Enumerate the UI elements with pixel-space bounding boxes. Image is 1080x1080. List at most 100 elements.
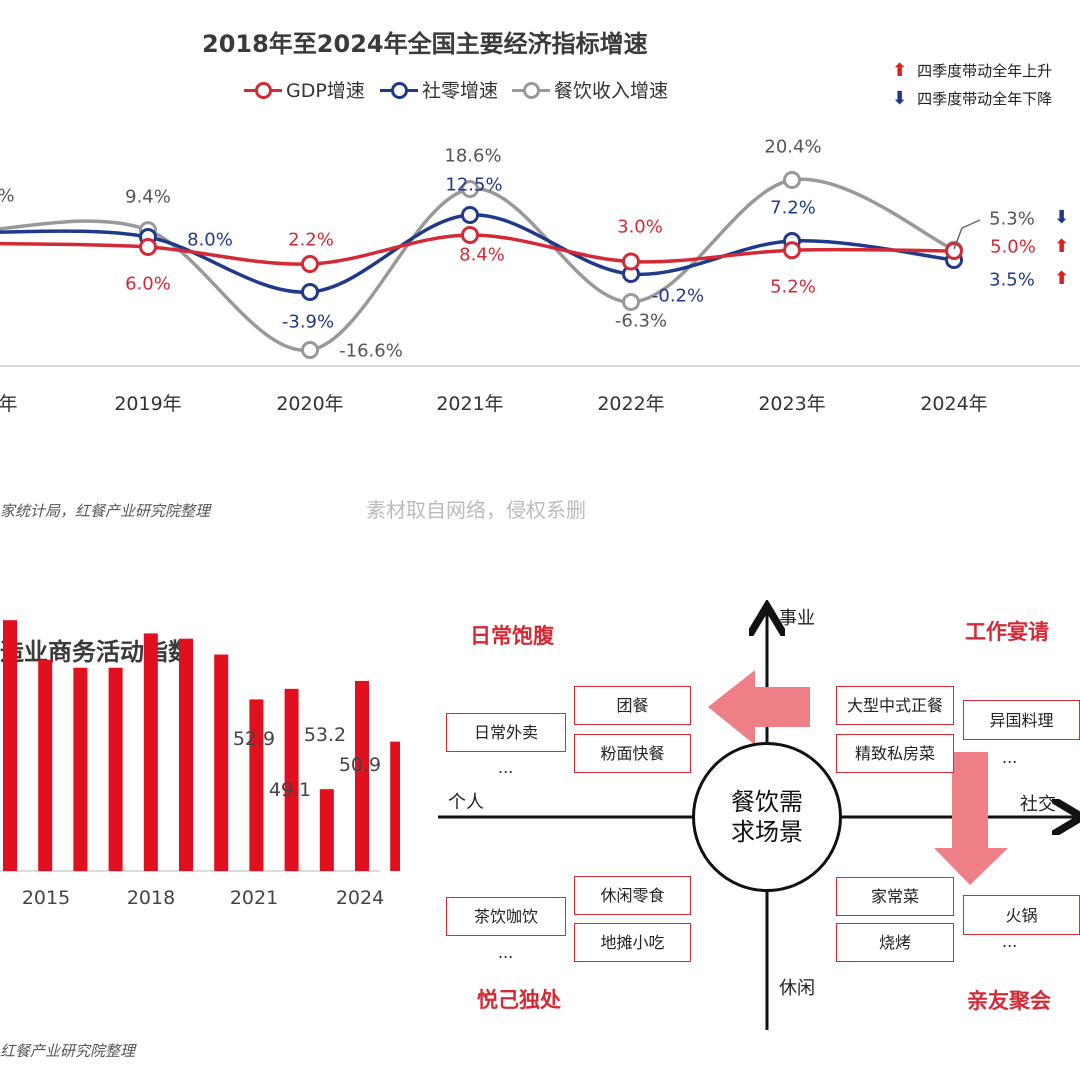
bar-x-label-2024: 2024 xyxy=(335,887,385,909)
quadrant-top-left: 日常饱腹 xyxy=(470,624,554,648)
center-label: 餐饮需求场景 xyxy=(731,788,803,846)
bar-value-2022: 49.1 xyxy=(268,779,312,801)
ellipsis-top-right: ... xyxy=(1002,748,1018,767)
label-retail-2019: 8.0% xyxy=(187,229,233,251)
label-gdp-2022: 3.0% xyxy=(617,216,663,238)
x-label-2022: 2022年 xyxy=(597,393,665,415)
bar-2013 xyxy=(3,620,17,871)
scene-box-bbq: 烧烤 xyxy=(836,923,954,962)
x-label-2018: 年 xyxy=(0,393,18,415)
bar-2018 xyxy=(179,638,193,871)
label-catering-2022: -6.3% xyxy=(614,310,668,332)
down-arrow-icon: ⬇ xyxy=(1054,207,1070,228)
bar-value-2024: 50.9 xyxy=(338,754,382,776)
point-0-1 xyxy=(139,238,157,256)
x-label-2021: 2021年 xyxy=(436,393,504,415)
bar-x-label-2015: 2015 xyxy=(21,887,71,909)
label-left-cut: % xyxy=(0,186,15,207)
quadrant-bottom-left: 悦己独处 xyxy=(477,988,561,1012)
bar-chart xyxy=(0,620,400,872)
bar-value-2023: 53.2 xyxy=(303,724,347,746)
point-1-3 xyxy=(461,206,479,224)
bar-2017 xyxy=(143,633,158,871)
point-0-5 xyxy=(783,241,801,260)
label-retail-2023: 7.2% xyxy=(770,197,816,219)
x-label-2019: 2019年 xyxy=(114,393,182,415)
ellipsis-bottom-right: ... xyxy=(1002,932,1018,951)
legend-catering-marker xyxy=(512,80,550,100)
left-arrow-shape xyxy=(708,670,810,745)
legend-retail-marker xyxy=(380,80,418,100)
bar-2021 xyxy=(284,688,299,871)
label-gdp-2023: 5.2% xyxy=(770,276,816,298)
axis-right-label: 社交 xyxy=(1020,794,1056,815)
label-retail-2020: -3.9% xyxy=(281,311,335,333)
ellipsis-bottom-left: ... xyxy=(498,943,514,962)
quarter-note-down: ⬇ 四季度带动全年下降 xyxy=(892,88,1052,109)
scene-box-tuancan: 团餐 xyxy=(574,686,691,725)
bar-2023 xyxy=(355,680,369,871)
label-gdp-2024: 5.0% xyxy=(990,236,1036,258)
label-retail-2024: 3.5% xyxy=(989,269,1035,291)
scene-box-private-kitchen: 精致私房菜 xyxy=(836,734,954,773)
quarter-note-up-label: 四季度带动全年上升 xyxy=(917,62,1053,80)
up-arrow-icon: ⬆ xyxy=(1054,268,1070,289)
scene-box-foreign-cuisine: 异国料理 xyxy=(963,700,1080,740)
label-gdp-2021: 8.4% xyxy=(459,244,505,266)
legend-retail-label: 社零增速 xyxy=(422,80,499,102)
bottom-source-note: 红餐产业研究院整理 xyxy=(0,1042,136,1060)
bar-2020 xyxy=(249,699,264,871)
scene-box-home-cooking: 家常菜 xyxy=(836,877,954,916)
down-arrow-icon: ⬇ xyxy=(892,88,908,109)
scene-box-daily-delivery: 日常外卖 xyxy=(446,713,566,752)
scene-box-hotpot: 火锅 xyxy=(963,895,1080,935)
point-2-3 xyxy=(461,180,479,198)
bar-2014 xyxy=(38,659,53,871)
top-chart-title: 2018年至2024年全国主要经济指标增速 xyxy=(202,30,648,58)
ellipsis-top-left: ... xyxy=(498,758,514,777)
point-0-6 xyxy=(945,242,963,260)
bar-chart-title: 造业商务活动指数 xyxy=(0,638,192,666)
point-2-5 xyxy=(783,171,801,189)
bar-2015 xyxy=(73,667,88,871)
x-label-2023: 2023年 xyxy=(758,393,826,415)
bar-2016 xyxy=(108,667,123,871)
label-connector xyxy=(953,219,981,250)
point-2-4 xyxy=(622,293,640,311)
label-catering-2023: 20.4% xyxy=(764,136,822,158)
legend-catering: 餐饮收入增速 xyxy=(512,76,668,103)
line-chart xyxy=(0,171,1080,367)
quadrant-top-right: 工作宴请 xyxy=(965,620,1049,644)
legend-gdp-label: GDP增速 xyxy=(286,80,365,102)
point-0-2 xyxy=(301,255,319,273)
down-arrow-shape xyxy=(934,752,1008,885)
label-gdp-2020: 2.2% xyxy=(288,229,334,251)
x-label-2020: 2020年 xyxy=(276,393,344,415)
label-catering-2020: -16.6% xyxy=(339,340,403,362)
bar-x-label-2018: 2018 xyxy=(126,887,176,909)
bar-2024 xyxy=(390,741,400,871)
watermark-note: 素材取自网络，侵权系删 xyxy=(366,498,586,522)
top-source-note: 家统计局，红餐产业研究院整理 xyxy=(0,502,211,520)
up-arrow-icon: ⬆ xyxy=(892,60,908,81)
legend-catering-label: 餐饮收入增速 xyxy=(554,80,669,102)
center-circle: 餐饮需求场景 xyxy=(692,742,842,892)
legend-retail: 社零增速 xyxy=(380,76,498,103)
up-arrow-icon: ⬆ xyxy=(1054,236,1070,257)
bar-x-label-2021: 2021 xyxy=(229,887,279,909)
label-retail-2022: -0.2% xyxy=(651,285,705,307)
scene-box-street-food: 地摊小吃 xyxy=(574,923,691,962)
point-0-3 xyxy=(461,226,479,244)
point-1-2 xyxy=(301,283,319,301)
point-0-4 xyxy=(622,252,640,271)
axis-left-label: 个人 xyxy=(448,792,484,813)
axis-top-label: 事业 xyxy=(779,608,815,629)
quarter-note-up: ⬆ 四季度带动全年上升 xyxy=(892,60,1052,81)
axis-bottom-label: 休闲 xyxy=(779,978,815,999)
label-catering-2024: 5.3% xyxy=(989,208,1035,230)
legend-gdp-marker xyxy=(244,80,282,100)
label-catering-2021: 18.6% xyxy=(444,145,502,167)
x-label-2024: 2024年 xyxy=(920,393,988,415)
scene-box-chinese-banquet: 大型中式正餐 xyxy=(836,686,954,725)
